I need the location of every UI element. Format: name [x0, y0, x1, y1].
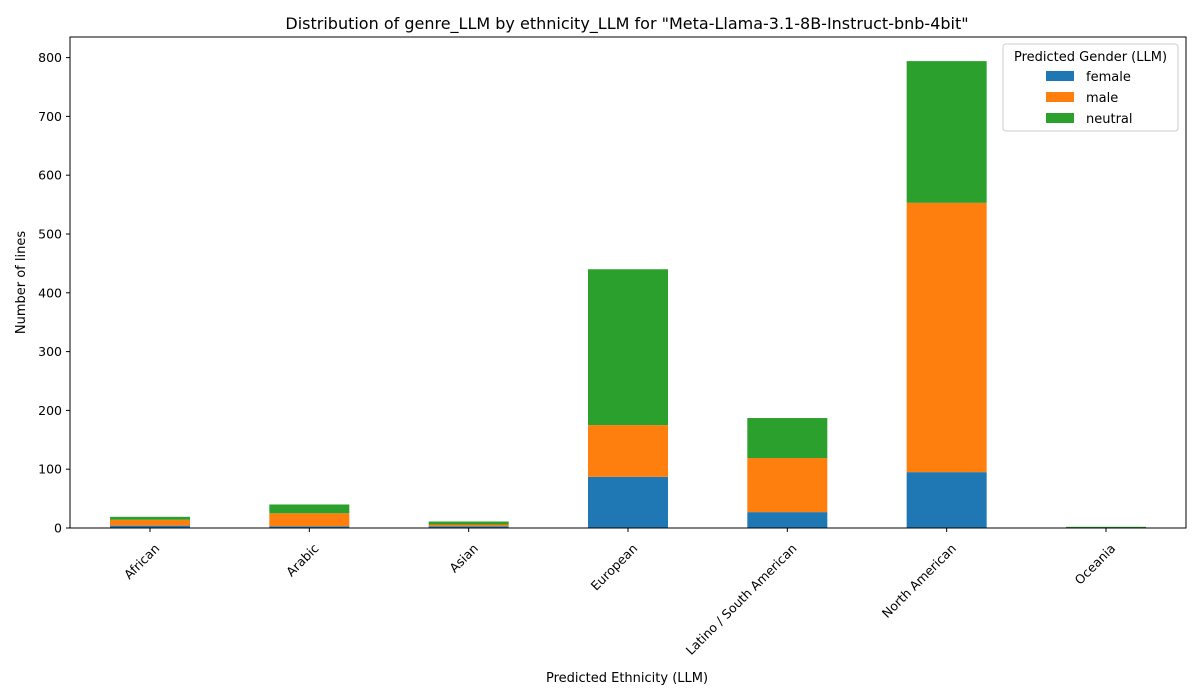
bar-neutral-latino-south-american	[747, 418, 828, 459]
bar-female-african	[110, 525, 190, 528]
bar-neutral-european	[587, 269, 668, 426]
y-tick-label: 100	[38, 462, 62, 477]
legend-frame	[1002, 43, 1179, 132]
legend-label-neutral: neutral	[1086, 112, 1133, 127]
bar-neutral-oceania	[1065, 526, 1146, 528]
y-tick-label: 600	[38, 168, 62, 183]
bar-female-latino-south-american	[747, 512, 828, 528]
plot-frame	[69, 36, 1187, 529]
legend-label-male: male	[1086, 91, 1118, 106]
y-tick-label: 300	[38, 344, 62, 359]
x-tick-label: North American	[879, 541, 959, 621]
bar-neutral-asian	[428, 521, 509, 525]
legend: Predicted Gender (LLM) female male neutral	[1002, 43, 1179, 132]
y-axis: 0 100 200 300 400 500 600 700 800	[38, 50, 70, 536]
bar-male-north-american	[906, 202, 987, 473]
y-tick-label: 200	[38, 403, 62, 418]
x-tick-label: Oceania	[1072, 541, 1119, 588]
y-axis-label: Number of lines	[14, 231, 29, 334]
chart-title: Distribution of genre_LLM by ethnicity_L…	[285, 14, 968, 34]
bar-female-asian	[428, 526, 509, 528]
y-tick-label: 400	[38, 285, 62, 300]
bar-neutral-african	[110, 516, 190, 520]
bar-male-asian	[428, 524, 509, 527]
bar-male-african	[110, 519, 190, 526]
legend-swatch-male	[1046, 92, 1074, 102]
bar-male-latino-south-american	[747, 458, 828, 513]
x-axis: African Arabic Asian European Latino / South…	[121, 528, 1118, 658]
legend-swatch-neutral	[1046, 113, 1074, 123]
x-tick-label: European	[588, 541, 641, 594]
x-tick-label: Arabic	[283, 541, 322, 580]
bar-neutral-arabic	[269, 504, 350, 514]
bar-male-european	[587, 425, 668, 477]
bar-male-arabic	[269, 513, 350, 527]
legend-entries: female male neutral	[1046, 70, 1133, 127]
bar-female-european	[587, 476, 668, 528]
legend-label-female: female	[1086, 70, 1131, 85]
bar-neutral-north-american	[906, 61, 987, 203]
legend-title: Predicted Gender (LLM)	[1014, 50, 1167, 65]
x-tick-label: Asian	[446, 541, 481, 576]
x-tick-label: African	[121, 541, 162, 582]
y-tick-label: 800	[38, 50, 62, 65]
y-tick-label: 700	[38, 109, 62, 124]
x-axis-label: Predicted Ethnicity (LLM)	[546, 671, 708, 686]
y-tick-label: 500	[38, 226, 62, 241]
bar-female-north-american	[906, 472, 987, 528]
x-tick-label: Latino / South American	[683, 541, 800, 658]
legend-swatch-female	[1046, 71, 1074, 81]
y-tick-label: 0	[54, 521, 62, 536]
bars-layer	[110, 61, 1146, 528]
bar-female-arabic	[269, 526, 350, 528]
